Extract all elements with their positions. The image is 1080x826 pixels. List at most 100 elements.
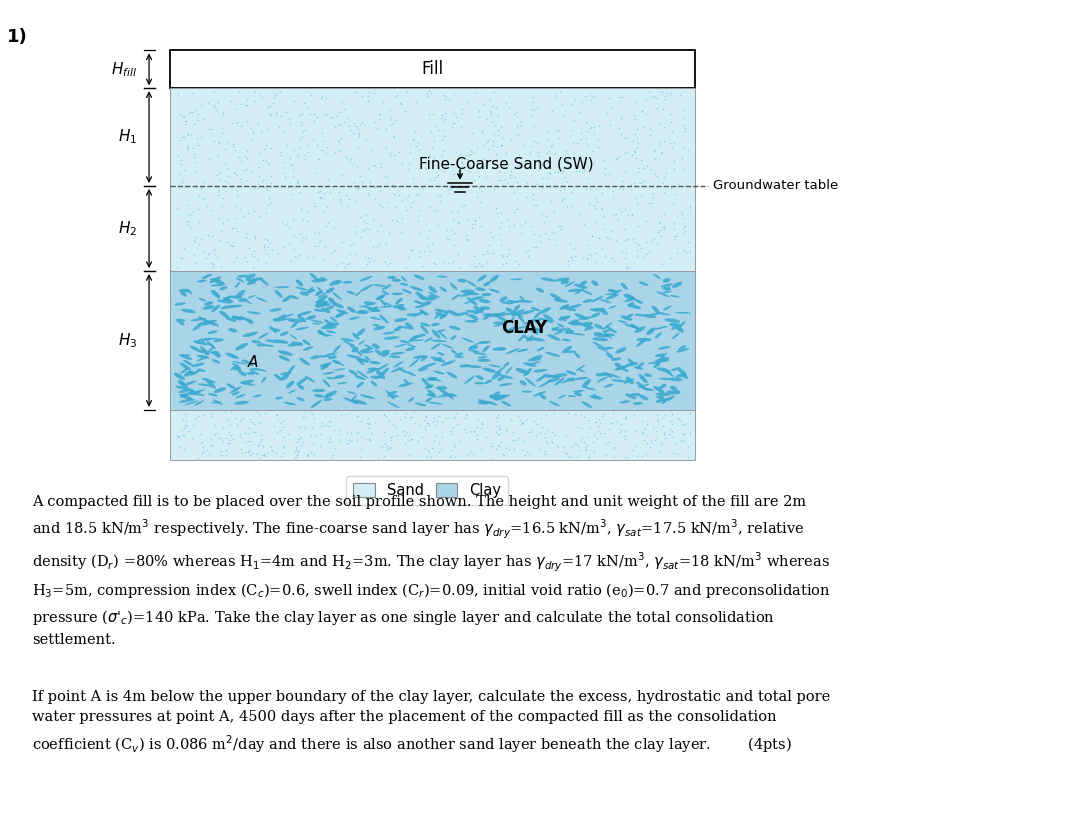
Point (674, 418, 691, 431)
Ellipse shape (561, 280, 569, 284)
Ellipse shape (286, 381, 295, 388)
Point (262, 141, 280, 154)
Point (336, 102, 353, 116)
Point (529, 155, 546, 169)
Point (449, 206, 467, 219)
Point (199, 444, 216, 457)
Point (447, 145, 464, 159)
Ellipse shape (366, 369, 376, 373)
Point (251, 416, 268, 430)
Ellipse shape (381, 350, 390, 354)
Ellipse shape (316, 301, 327, 308)
Point (235, 164, 253, 177)
Ellipse shape (376, 370, 386, 379)
Point (414, 182, 431, 195)
Point (486, 128, 503, 141)
Point (280, 428, 297, 441)
Ellipse shape (387, 394, 399, 397)
Ellipse shape (501, 301, 514, 304)
Point (675, 221, 692, 235)
Point (629, 449, 646, 463)
Point (440, 256, 457, 269)
Point (401, 145, 418, 159)
Point (627, 151, 645, 164)
Ellipse shape (274, 286, 289, 288)
Point (338, 152, 355, 165)
Point (636, 422, 653, 435)
Ellipse shape (540, 278, 556, 282)
Ellipse shape (279, 340, 287, 343)
Point (630, 136, 647, 150)
Point (508, 202, 525, 216)
Point (400, 250, 417, 263)
Point (662, 414, 679, 427)
Ellipse shape (321, 363, 330, 370)
Ellipse shape (333, 344, 341, 354)
Point (495, 131, 512, 145)
Ellipse shape (636, 363, 644, 369)
Point (297, 410, 314, 423)
Point (578, 253, 595, 266)
Point (427, 419, 444, 432)
Point (478, 256, 496, 269)
Point (541, 159, 558, 172)
Point (243, 415, 260, 429)
Ellipse shape (243, 332, 258, 337)
Ellipse shape (534, 369, 548, 373)
Ellipse shape (380, 368, 389, 377)
Point (528, 418, 545, 431)
Ellipse shape (197, 280, 206, 282)
Ellipse shape (575, 288, 584, 295)
Ellipse shape (660, 283, 673, 287)
Ellipse shape (649, 312, 663, 315)
Point (232, 172, 249, 185)
Point (211, 136, 228, 150)
Point (588, 415, 605, 429)
Point (171, 107, 188, 121)
Ellipse shape (342, 281, 352, 283)
Ellipse shape (210, 351, 218, 354)
Point (342, 152, 360, 165)
Ellipse shape (188, 388, 197, 395)
Ellipse shape (311, 323, 321, 325)
Point (176, 418, 193, 431)
Point (360, 252, 377, 265)
Point (213, 199, 230, 212)
Point (571, 207, 589, 221)
Point (357, 417, 375, 430)
Point (187, 155, 204, 169)
Point (239, 434, 256, 448)
Point (345, 126, 362, 140)
Point (497, 97, 514, 110)
Ellipse shape (235, 394, 246, 398)
Ellipse shape (352, 399, 359, 404)
Point (656, 186, 673, 199)
Point (512, 119, 529, 132)
Point (213, 444, 230, 458)
Ellipse shape (200, 346, 210, 355)
Point (540, 132, 557, 145)
Point (294, 235, 311, 248)
Ellipse shape (440, 389, 447, 394)
Ellipse shape (554, 373, 567, 377)
Ellipse shape (463, 292, 480, 295)
Ellipse shape (367, 368, 380, 371)
Point (172, 167, 189, 180)
Point (389, 215, 406, 228)
Point (399, 86, 416, 99)
Point (349, 409, 366, 422)
Point (299, 450, 316, 463)
Point (240, 443, 257, 456)
Point (201, 246, 218, 259)
Ellipse shape (424, 337, 433, 342)
Point (674, 434, 691, 447)
Point (532, 411, 550, 425)
Point (582, 121, 599, 134)
Point (405, 196, 422, 209)
Bar (171, 88, 694, 271)
Ellipse shape (435, 312, 446, 317)
Point (634, 180, 651, 193)
Point (179, 143, 197, 156)
Point (268, 425, 285, 439)
Ellipse shape (406, 371, 416, 376)
